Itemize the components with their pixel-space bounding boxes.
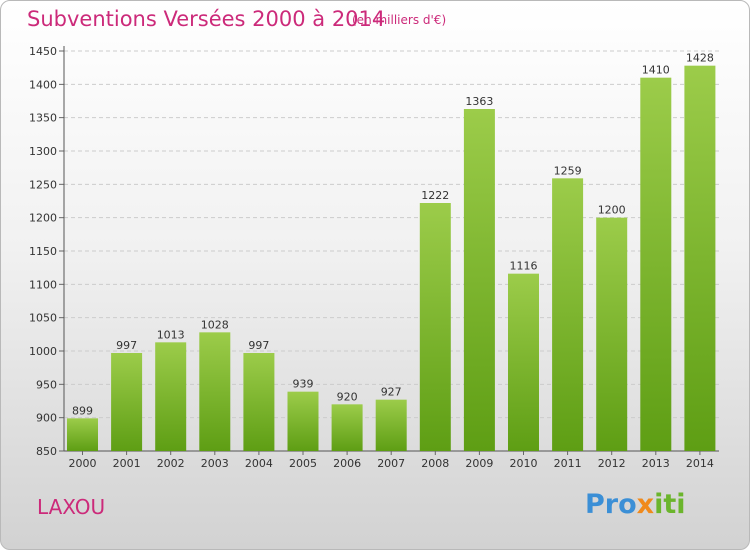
x-tick-label: 2003 bbox=[201, 457, 229, 470]
x-tick-label: 2014 bbox=[686, 457, 714, 470]
x-tick-label: 2002 bbox=[157, 457, 185, 470]
y-tick-label: 1350 bbox=[29, 112, 57, 125]
city-label: LAXOU bbox=[37, 495, 106, 519]
bar bbox=[199, 332, 231, 451]
logo-part-1: Pro bbox=[585, 489, 637, 520]
y-tick-label: 1000 bbox=[29, 345, 57, 358]
bar bbox=[111, 353, 143, 451]
y-tick-label: 1400 bbox=[29, 78, 57, 91]
data-label: 927 bbox=[381, 386, 402, 399]
x-tick-label: 2007 bbox=[377, 457, 405, 470]
bar bbox=[375, 399, 407, 451]
bar bbox=[640, 77, 672, 452]
data-label: 997 bbox=[116, 339, 137, 352]
data-label: 1116 bbox=[510, 260, 538, 273]
bar bbox=[684, 65, 716, 452]
bar bbox=[155, 342, 187, 451]
x-tick-label: 2004 bbox=[245, 457, 273, 470]
y-tick-label: 1450 bbox=[29, 45, 57, 58]
data-label: 1410 bbox=[642, 64, 670, 77]
bar bbox=[508, 273, 539, 451]
y-tick-label: 1250 bbox=[29, 178, 57, 191]
x-tick-label: 2010 bbox=[510, 457, 538, 470]
chart-subtitle: (en milliers d'€) bbox=[352, 13, 447, 27]
y-tick-label: 1150 bbox=[29, 245, 57, 258]
data-label: 1363 bbox=[465, 95, 493, 108]
y-tick-label: 1300 bbox=[29, 145, 57, 158]
y-tick-label: 1200 bbox=[29, 212, 57, 225]
bar bbox=[67, 418, 98, 451]
data-label: 899 bbox=[72, 404, 93, 417]
bar bbox=[596, 217, 628, 451]
x-tick-label: 2005 bbox=[289, 457, 317, 470]
bar bbox=[463, 109, 495, 451]
bar bbox=[243, 353, 275, 451]
data-label: 1222 bbox=[421, 189, 449, 202]
chart-title: Subventions Versées 2000 à 2014 bbox=[27, 7, 386, 31]
x-tick-label: 2012 bbox=[598, 457, 626, 470]
x-tick-label: 2001 bbox=[113, 457, 141, 470]
data-label: 1200 bbox=[598, 204, 626, 217]
data-label: 1428 bbox=[686, 52, 714, 65]
y-tick-label: 900 bbox=[36, 412, 57, 425]
data-label: 1259 bbox=[554, 164, 582, 177]
data-label: 1013 bbox=[157, 328, 185, 341]
data-label: 939 bbox=[293, 378, 314, 391]
x-tick-label: 2009 bbox=[465, 457, 493, 470]
bar bbox=[287, 391, 319, 451]
proxiti-logo: Proxiti bbox=[585, 489, 686, 520]
y-tick-label: 950 bbox=[36, 378, 57, 391]
bar bbox=[331, 404, 363, 451]
logo-part-3: iti bbox=[654, 489, 686, 520]
y-tick-label: 1050 bbox=[29, 312, 57, 325]
x-tick-label: 2013 bbox=[642, 457, 670, 470]
y-tick-label: 1100 bbox=[29, 278, 57, 291]
bar bbox=[552, 178, 584, 452]
data-label: 920 bbox=[337, 390, 358, 403]
x-tick-label: 2006 bbox=[333, 457, 361, 470]
data-label: 1028 bbox=[201, 318, 229, 331]
x-tick-label: 2008 bbox=[421, 457, 449, 470]
logo-part-2: x bbox=[636, 489, 655, 520]
x-tick-label: 2011 bbox=[554, 457, 582, 470]
x-tick-label: 2000 bbox=[69, 457, 97, 470]
y-tick-label: 850 bbox=[36, 445, 57, 458]
bar bbox=[419, 203, 451, 451]
data-label: 997 bbox=[248, 339, 269, 352]
